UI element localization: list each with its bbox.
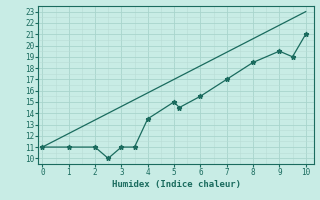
X-axis label: Humidex (Indice chaleur): Humidex (Indice chaleur) [111,180,241,189]
